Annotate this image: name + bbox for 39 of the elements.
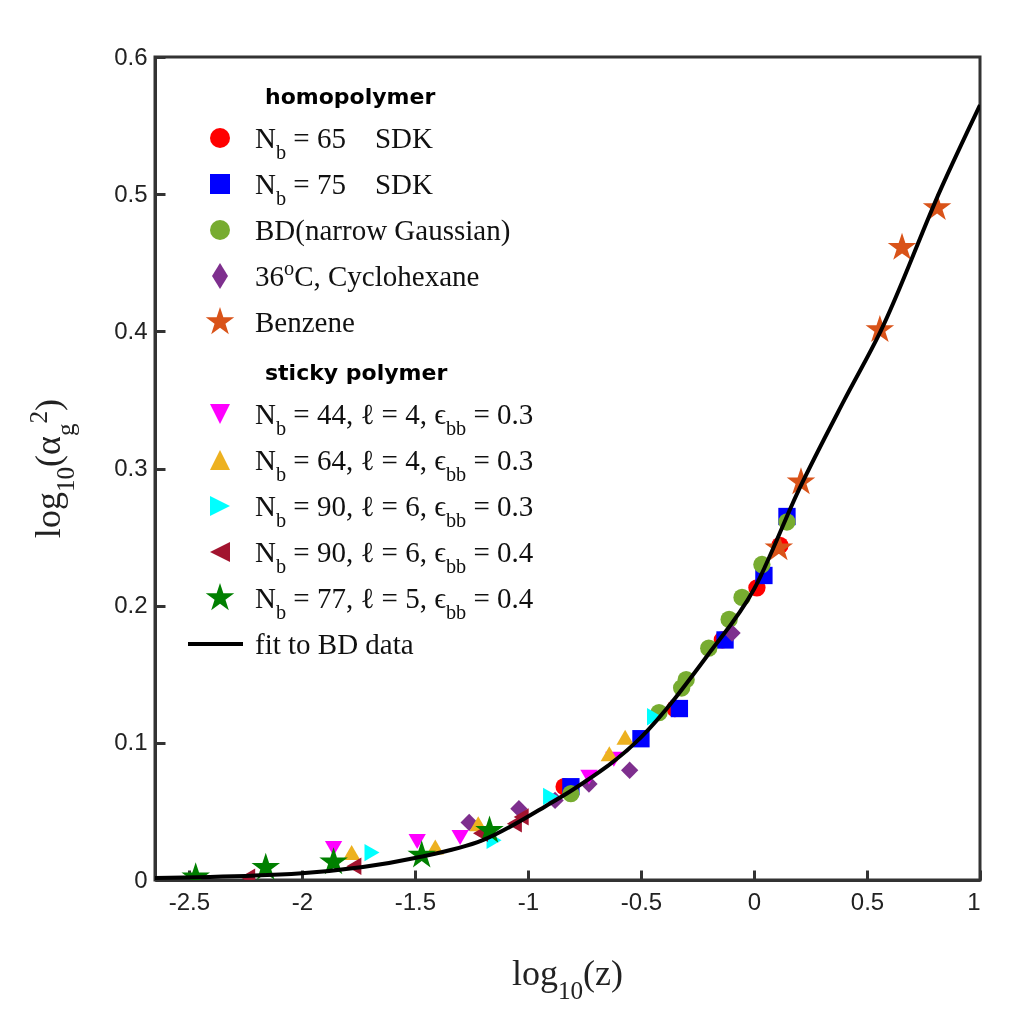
y-tick-label: 0.6	[114, 42, 148, 70]
annotation: sticky polymer	[265, 360, 448, 385]
legend-label: N$_{b}$ = 65 SDK	[255, 122, 434, 163]
legend-title: homopolymer	[265, 84, 436, 109]
x-tick-label: 1	[967, 887, 981, 915]
point	[616, 729, 634, 745]
x-tick-label: -2.5	[168, 887, 211, 915]
legend-label: BD(narrow Gaussian)	[255, 214, 511, 247]
x-tick-label: -2	[291, 887, 314, 915]
legend-label: N$_{b}$ = 90, ℓ = 6, ϵ$_{bb}$ = 0.4	[255, 536, 534, 577]
legend-label: N$_{b}$ = 90, ℓ = 6, ϵ$_{bb}$ = 0.3	[255, 490, 534, 531]
x-tick-label: 0	[747, 887, 762, 915]
x-tick-label: -1	[517, 887, 540, 915]
legend-label: 36$^{o}$C, Cyclohexane	[255, 257, 480, 292]
y-tick-label: 0.2	[114, 591, 148, 619]
point	[451, 829, 469, 845]
point	[342, 845, 361, 861]
x-tick-label: 0.5	[850, 887, 885, 915]
point	[887, 232, 917, 260]
point	[543, 787, 559, 805]
point	[408, 834, 426, 850]
point	[621, 761, 639, 779]
legend-label: N$_{b}$ = 77, ℓ = 5, ϵ$_{bb}$ = 0.4	[255, 582, 534, 623]
legend-label: N$_{b}$ = 64, ℓ = 4, ϵ$_{bb}$ = 0.3	[255, 444, 534, 485]
x-axis-title: log$_{10}$(z)	[511, 953, 624, 1004]
y-tick-label: 0.1	[114, 728, 148, 756]
point	[460, 813, 478, 832]
x-tick-label: -0.5	[620, 887, 663, 915]
x-tick-label: -1.5	[394, 887, 437, 915]
legend-label: fit to BD data	[255, 628, 414, 660]
legend-label: Benzene	[255, 306, 355, 338]
y-tick-label: 0.5	[114, 179, 148, 207]
y-tick-label: 0	[134, 865, 148, 893]
y-tick-label: 0.3	[114, 454, 148, 481]
legend-label: N$_{b}$ = 44, ℓ = 4, ϵ$_{bb}$ = 0.3	[255, 398, 534, 439]
legend-label: N$_{b}$ = 75 SDK	[255, 168, 434, 209]
y-tick-label: 0.4	[114, 316, 148, 344]
point	[670, 699, 689, 718]
point	[364, 843, 380, 862]
